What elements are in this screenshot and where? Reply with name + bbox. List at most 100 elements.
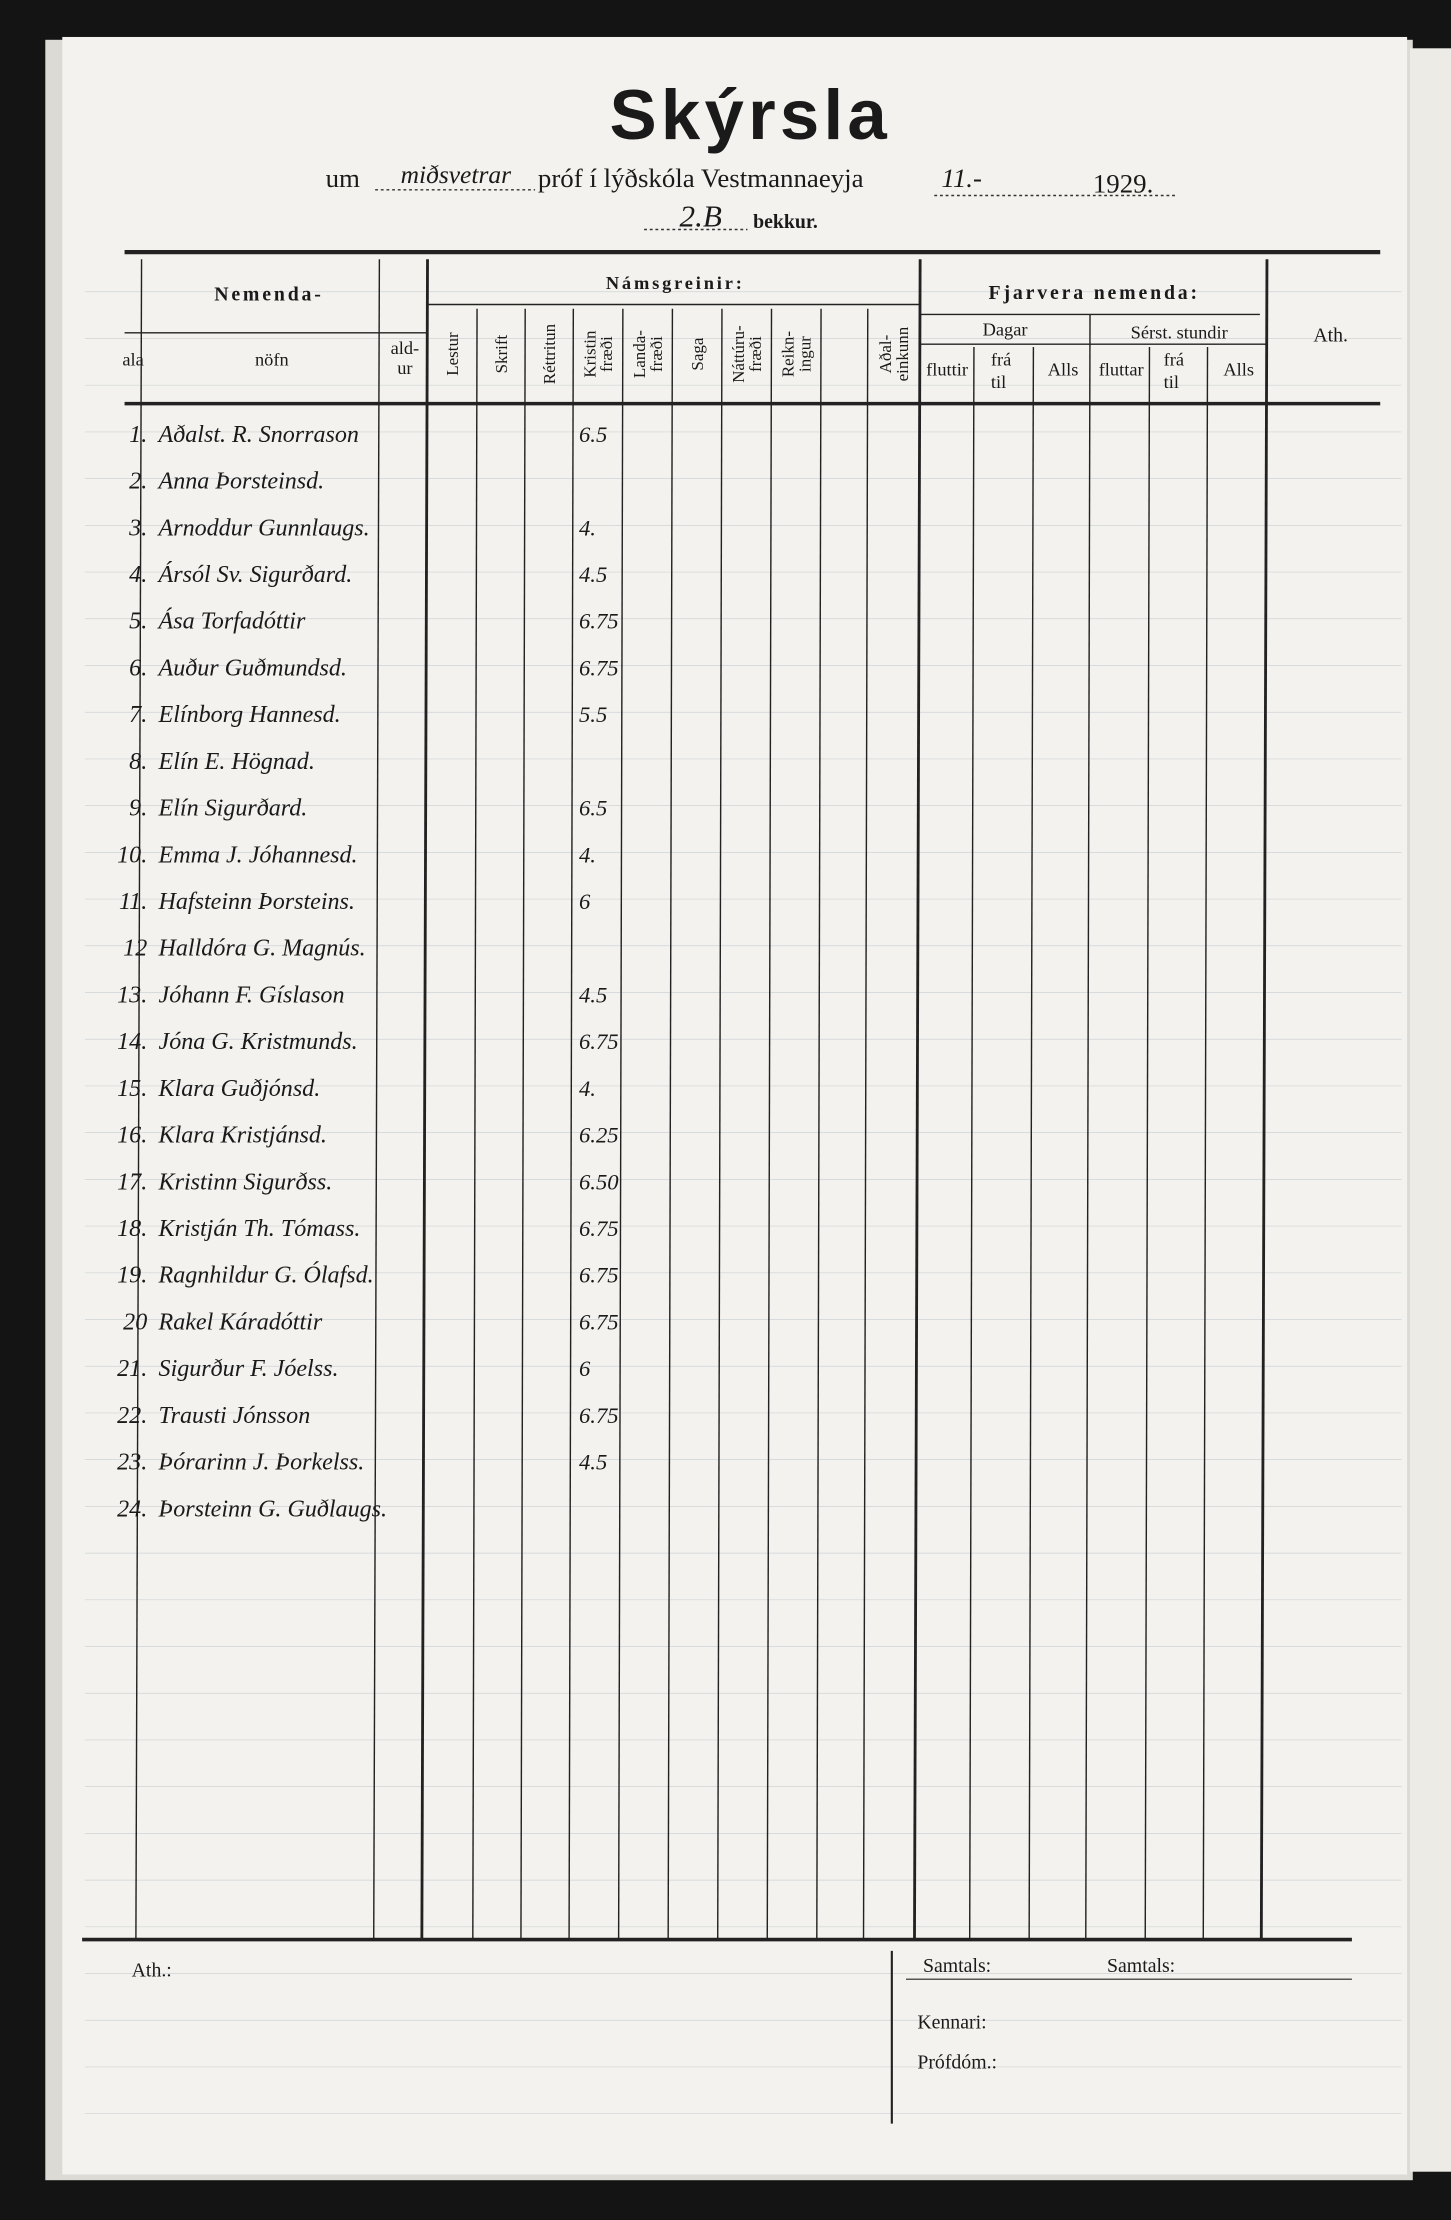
column-line bbox=[913, 259, 922, 1940]
absence-group: Dagar bbox=[983, 320, 1028, 340]
row-number: 4. bbox=[129, 562, 147, 588]
row-number: 18. bbox=[117, 1216, 147, 1242]
row-number: 2. bbox=[129, 469, 147, 495]
grade: 4.5 bbox=[579, 1450, 607, 1475]
exam: próf í lýðskóla Vestmannaeyja bbox=[538, 163, 864, 193]
absence-header: til bbox=[991, 372, 1006, 392]
absence-header: frá bbox=[991, 349, 1011, 369]
subject-header: Reikn- bbox=[778, 331, 797, 378]
term: miðsvetrar bbox=[401, 160, 511, 189]
student-name: Klara Guðjónsd. bbox=[158, 1076, 321, 1102]
student-name: Jóna G. Kristmunds. bbox=[159, 1029, 358, 1055]
footer-label: Ath.: bbox=[132, 1959, 172, 1981]
student-name: Þórarinn J. Þorkelss. bbox=[158, 1450, 365, 1476]
footer-label: Samtals: bbox=[1107, 1955, 1175, 1977]
grade: 6.75 bbox=[579, 1403, 619, 1428]
student-name: Halldóra G. Magnús. bbox=[158, 936, 366, 962]
subject-header: fræði bbox=[597, 336, 616, 372]
prefix: um bbox=[326, 163, 360, 193]
subject-header: Aðal- bbox=[876, 334, 895, 373]
student-name: Klara Kristjánsd. bbox=[158, 1123, 327, 1149]
column-line bbox=[1028, 346, 1035, 1940]
grade: 6.75 bbox=[579, 1216, 619, 1241]
subject-header: einkunn bbox=[893, 326, 912, 381]
row-number: 3. bbox=[128, 515, 147, 541]
grade: 6.75 bbox=[579, 655, 619, 680]
absence-group: Sérst. stundir bbox=[1131, 322, 1228, 342]
column-line bbox=[766, 308, 773, 1940]
group-header: Fjarvera nemenda: bbox=[989, 282, 1200, 304]
column-header: nöfn bbox=[255, 349, 289, 369]
remarks-header: Ath. bbox=[1313, 324, 1348, 346]
grade: 6 bbox=[579, 1356, 591, 1381]
row-number: 10. bbox=[117, 842, 147, 868]
grade: 6.5 bbox=[579, 796, 607, 821]
column-header: ald- bbox=[391, 338, 420, 358]
class-label: bekkur. bbox=[753, 211, 818, 233]
grade: 4. bbox=[579, 1076, 596, 1101]
subject-header: Náttúru- bbox=[729, 325, 748, 383]
grade: 4. bbox=[579, 842, 596, 867]
column-line bbox=[420, 259, 429, 1940]
subject-header: Skrift bbox=[492, 334, 511, 373]
footer-label: Kennari: bbox=[917, 2012, 986, 2034]
year: 1929. bbox=[1093, 169, 1153, 199]
subject-header: fræði bbox=[746, 336, 765, 372]
grade: 4.5 bbox=[579, 562, 607, 587]
column-line bbox=[520, 308, 526, 1940]
student-name: Elín Sigurðard. bbox=[158, 796, 308, 822]
column-header: ala bbox=[122, 349, 143, 369]
column-line bbox=[717, 308, 723, 1940]
subject-header: Landa- bbox=[630, 330, 649, 378]
next-page bbox=[1409, 48, 1451, 2172]
row-number: 13. bbox=[117, 982, 147, 1008]
student-name: Aðalst. R. Snorrason bbox=[157, 422, 359, 448]
footer-label: Prófdóm.: bbox=[917, 2051, 997, 2073]
column-line bbox=[968, 346, 975, 1940]
row-number: 8. bbox=[129, 749, 147, 775]
column-line bbox=[617, 308, 624, 1940]
absence-header: fluttir bbox=[926, 359, 968, 379]
grade: 6.25 bbox=[579, 1123, 619, 1148]
row-number: 1. bbox=[129, 422, 147, 448]
student-name: Anna Þorsteinsd. bbox=[157, 469, 325, 495]
row-number: 24. bbox=[117, 1496, 147, 1522]
row-number: 22. bbox=[117, 1403, 147, 1429]
absence-header: til bbox=[1164, 372, 1179, 392]
row-number: 21. bbox=[117, 1356, 147, 1382]
footer-label: Samtals: bbox=[923, 1955, 991, 1977]
student-name: Elínborg Hannesd. bbox=[158, 702, 341, 728]
paper bbox=[62, 36, 1408, 2175]
group-header: Nemenda- bbox=[214, 283, 324, 305]
absence-header: Alls bbox=[1048, 359, 1079, 379]
grade: 6.50 bbox=[579, 1169, 619, 1194]
column-line bbox=[1144, 346, 1151, 1940]
student-name: Sigurður F. Jóelss. bbox=[159, 1356, 339, 1382]
column-line bbox=[472, 308, 478, 1940]
row-number: 20 bbox=[123, 1309, 147, 1335]
column-line bbox=[1202, 346, 1209, 1940]
title: Skýrsla bbox=[609, 75, 891, 154]
grade: 6 bbox=[579, 889, 591, 914]
row-number: 16. bbox=[117, 1123, 147, 1149]
student-name: Hafsteinn Þorsteins. bbox=[158, 889, 355, 915]
row-number: 19. bbox=[117, 1263, 147, 1289]
column-line bbox=[373, 259, 381, 1940]
subject-header: ingur bbox=[795, 336, 814, 372]
student-name: Elín E. Högnad. bbox=[158, 749, 315, 775]
group-header: Námsgreinir: bbox=[606, 273, 745, 293]
student-name: Auður Guðmundsd. bbox=[157, 655, 347, 681]
column-line bbox=[667, 308, 674, 1940]
student-name: Þorsteinn G. Guðlaugs. bbox=[158, 1496, 387, 1522]
student-name: Arnoddur Gunnlaugs. bbox=[157, 515, 370, 541]
grade: 4. bbox=[579, 515, 596, 540]
row-number: 11. bbox=[119, 889, 147, 915]
row-number: 15. bbox=[117, 1076, 147, 1102]
subject-header: Kristin bbox=[580, 330, 599, 378]
column-line bbox=[1085, 314, 1091, 1940]
absence-header: frá bbox=[1164, 349, 1184, 369]
subject-header: Réttritun bbox=[540, 323, 559, 384]
grade: 4.5 bbox=[579, 982, 607, 1007]
